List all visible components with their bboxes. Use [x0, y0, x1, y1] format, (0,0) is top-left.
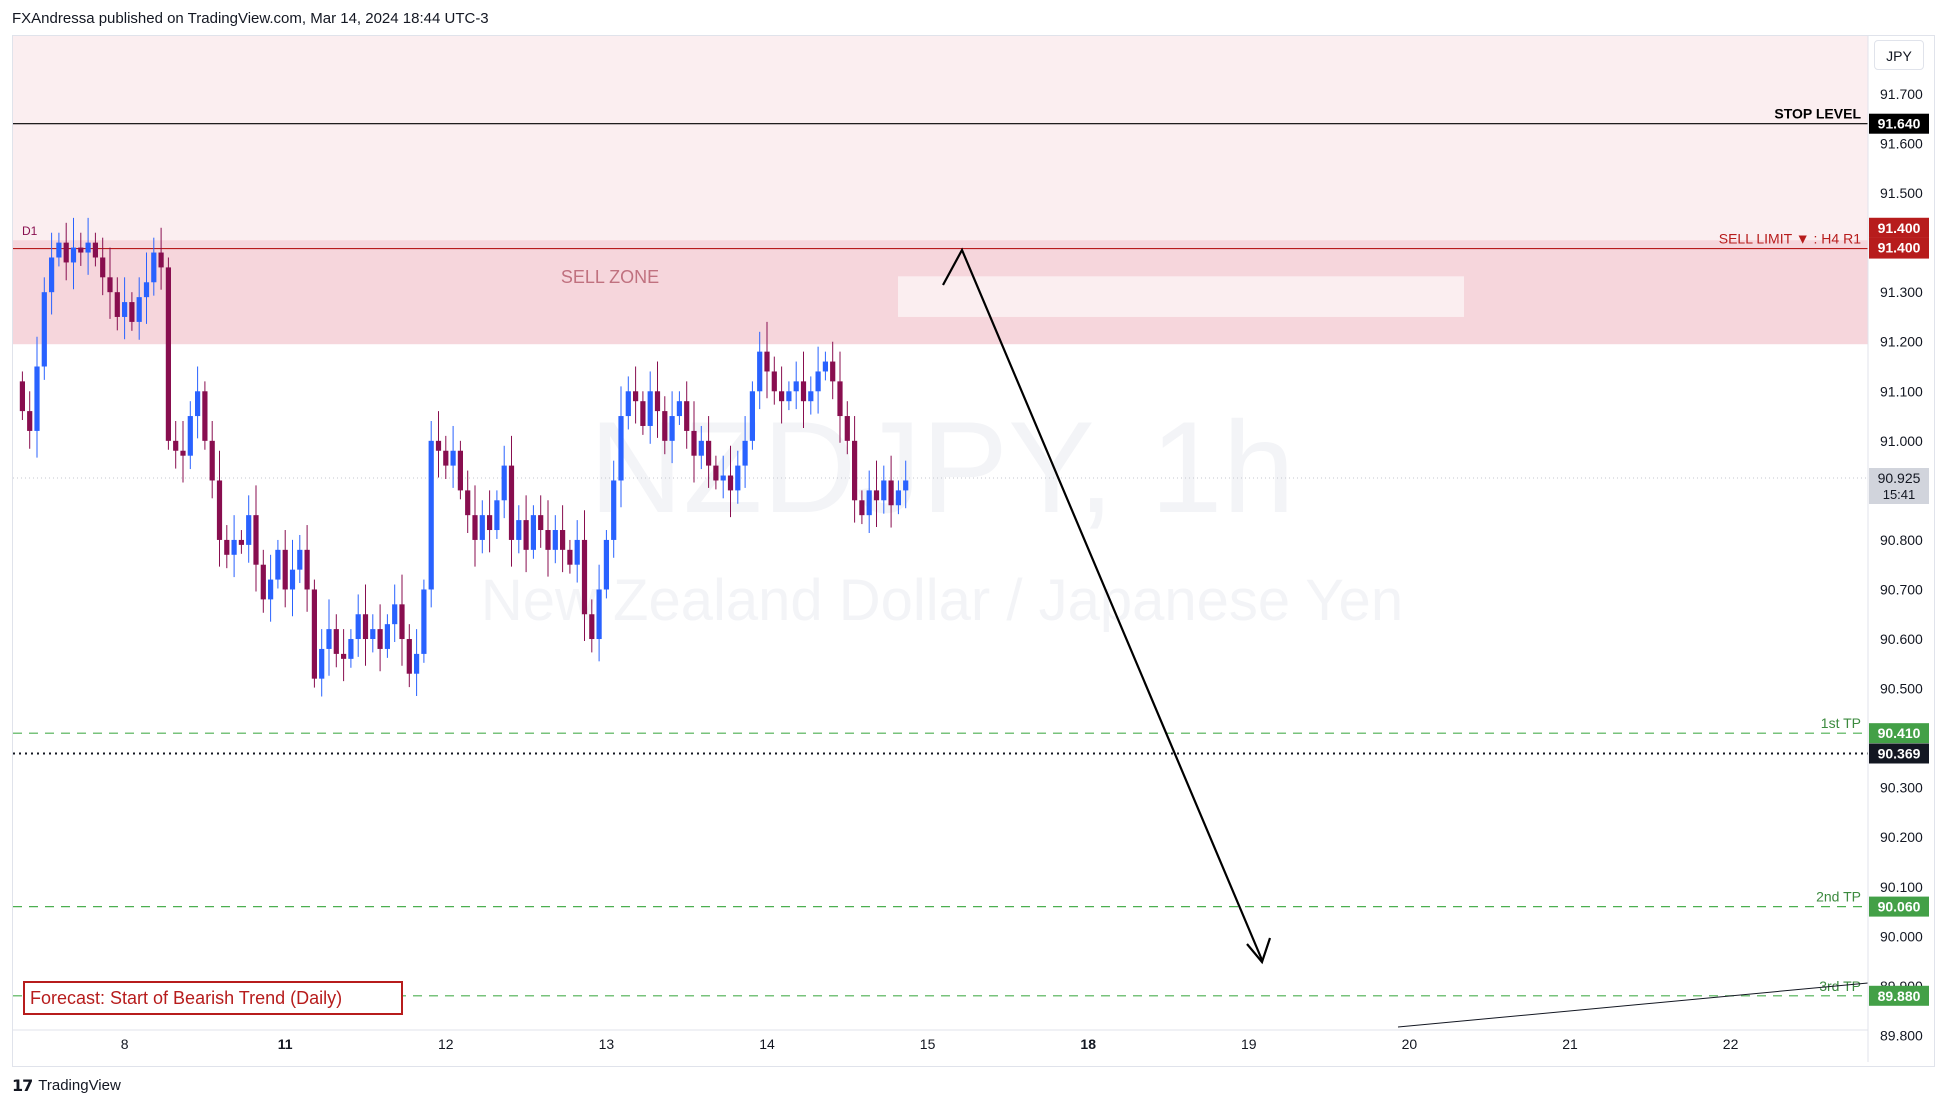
tradingview-footer: 𝟭𝟳 TradingView — [12, 1076, 121, 1095]
symbol-title: New Zealand Dollar / Japanese Yen, 1h, O… — [23, 45, 349, 62]
tradingview-logo-icon: 𝟭𝟳 — [12, 1076, 33, 1095]
currency-button[interactable]: JPY — [1874, 40, 1924, 70]
tradingview-logo-text: TradingView — [38, 1077, 121, 1094]
publisher-line: FXAndressa published on TradingView.com,… — [12, 10, 489, 27]
chart-frame — [12, 35, 1935, 1067]
